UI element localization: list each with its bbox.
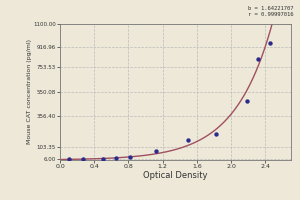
X-axis label: Optical Density: Optical Density xyxy=(143,171,208,180)
Point xyxy=(81,158,85,161)
Y-axis label: Mouse CAT concentration (pg/ml): Mouse CAT concentration (pg/ml) xyxy=(27,40,32,144)
Text: b = 1.64221707
r = 0.99997016: b = 1.64221707 r = 0.99997016 xyxy=(248,6,294,17)
Point xyxy=(267,41,272,44)
Point xyxy=(186,138,191,141)
Point xyxy=(100,157,105,160)
Point xyxy=(153,149,158,153)
Point xyxy=(213,132,218,136)
Point xyxy=(244,99,249,102)
Point xyxy=(113,157,118,160)
Point xyxy=(66,158,71,161)
Point xyxy=(128,155,133,158)
Point xyxy=(256,57,261,60)
